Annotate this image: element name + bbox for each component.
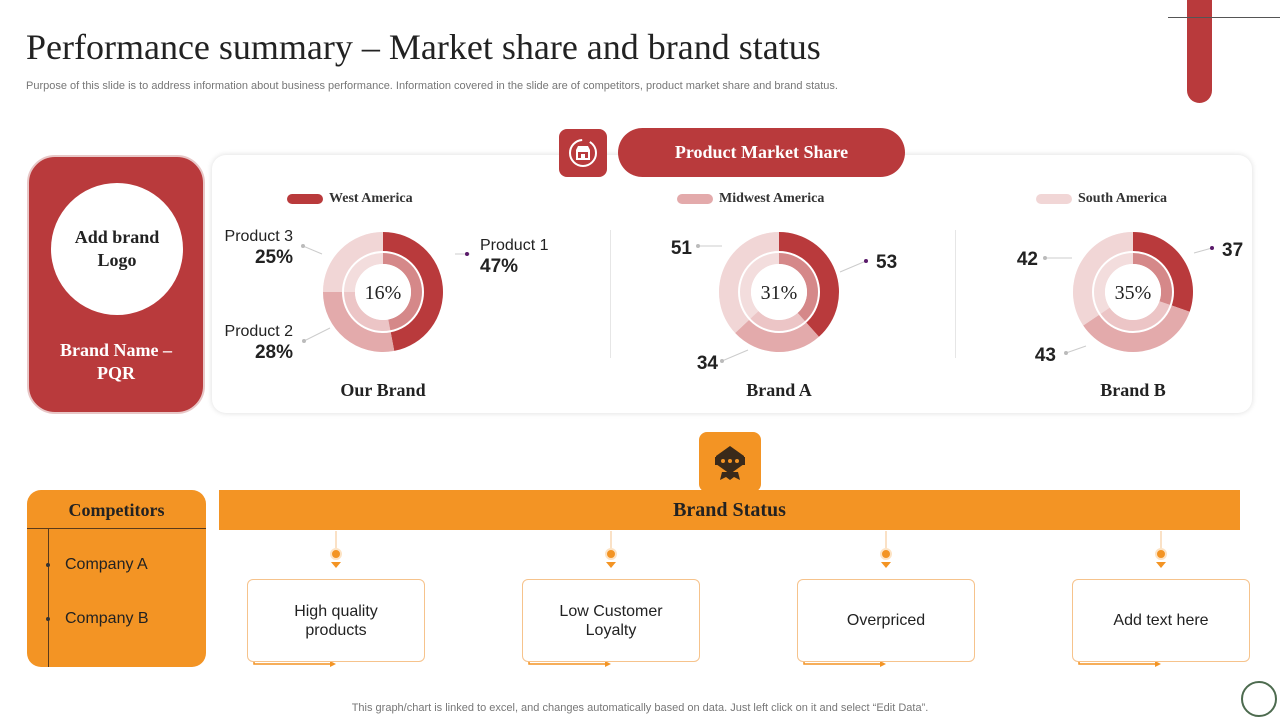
donut-slice-inner — [1092, 252, 1133, 315]
donut-separator — [342, 251, 424, 333]
decorative-line — [1168, 17, 1280, 18]
award-badge-icon — [699, 432, 761, 492]
slice-value-label: 34 — [697, 353, 719, 374]
market-share-title: Product Market Share — [618, 128, 905, 177]
slice-value-label: 25% — [255, 247, 293, 268]
legend-label: West America — [329, 191, 413, 206]
donut-center-label: 16% — [365, 282, 402, 304]
slice-name-label: Product 1 — [480, 237, 549, 254]
store-icon — [559, 129, 607, 177]
corner-decoration — [1241, 681, 1277, 717]
label-dot — [696, 244, 700, 248]
label-dot — [301, 244, 305, 248]
donut-separator — [738, 251, 820, 333]
slice-value-label: 42 — [1017, 249, 1038, 270]
label-dot — [465, 252, 469, 256]
label-leader-line — [721, 349, 749, 362]
brand-status-title: Brand Status — [219, 490, 1240, 530]
label-leader-line — [1065, 345, 1087, 354]
footer-note: This graph/chart is linked to excel, and… — [351, 702, 929, 714]
donut-slice — [719, 232, 779, 333]
brand-status-card[interactable]: Add text here — [1072, 579, 1250, 662]
competitor-item: Company B — [65, 610, 149, 627]
brand-card: Add brand Logo Brand Name – PQR — [27, 155, 205, 414]
label-leader-line — [1193, 247, 1213, 254]
chart-caption-our-brand: Our Brand — [340, 380, 426, 400]
label-dot — [864, 259, 868, 263]
page-title: Performance summary – Market share and b… — [26, 27, 821, 67]
donut-hole — [1105, 264, 1161, 320]
donut-slice — [1083, 305, 1190, 352]
donut-slice-inner — [1133, 252, 1173, 306]
donut-slice-inner — [383, 252, 423, 332]
competitors-timeline — [48, 529, 49, 667]
donut-slice — [383, 232, 444, 351]
donut-slice-inner — [343, 292, 391, 333]
label-leader-line — [302, 245, 323, 255]
legend-label: Midwest America — [719, 191, 825, 206]
donut-slice — [323, 232, 383, 292]
donut-slice-inner — [1099, 301, 1171, 333]
donut-center-label: 35% — [1115, 282, 1152, 304]
donut-hole — [751, 264, 807, 320]
chart-caption-brand-b: Brand B — [1100, 380, 1166, 400]
legend-swatch — [677, 194, 713, 204]
chart-divider — [955, 230, 956, 358]
legend-swatch — [1036, 194, 1072, 204]
legend-swatch — [287, 194, 323, 204]
brand-status-card[interactable]: Low Customer Loyalty — [522, 579, 700, 662]
page-subtitle: Purpose of this slide is to address info… — [26, 80, 838, 92]
slice-value-label: 51 — [671, 238, 693, 259]
bullet-dot — [46, 617, 50, 621]
competitors-divider — [27, 528, 206, 529]
donut-slice — [1133, 232, 1193, 312]
label-dot — [1210, 246, 1214, 250]
donut-slice-inner — [749, 311, 806, 332]
label-dot — [1064, 351, 1068, 355]
bullet-dot — [46, 563, 50, 567]
donut-slice — [779, 232, 840, 337]
donut-hole — [355, 264, 411, 320]
slice-value-label: 53 — [876, 252, 897, 273]
brand-logo-placeholder[interactable]: Add brand Logo — [51, 183, 183, 315]
donut-slice-inner — [738, 252, 779, 320]
label-leader-line — [303, 327, 331, 342]
legend-midwest-america: Midwest America — [677, 191, 824, 207]
donut-slice — [1073, 232, 1133, 326]
slice-value-label: 28% — [255, 342, 293, 363]
slice-name-label: Product 2 — [225, 323, 294, 340]
donut-separator — [1092, 251, 1174, 333]
donut-center-label: 31% — [761, 282, 798, 304]
legend-west-america: West America — [287, 191, 413, 207]
brand-name: Brand Name – PQR — [60, 340, 172, 383]
label-dot — [720, 359, 724, 363]
donut-slice-inner — [343, 252, 383, 292]
brand-status-card[interactable]: High quality products — [247, 579, 425, 662]
donut-slice-inner — [779, 252, 819, 322]
label-dot — [1043, 256, 1047, 260]
label-leader-line — [839, 260, 867, 273]
competitors-title: Competitors — [68, 500, 165, 520]
chart-caption-brand-a: Brand A — [746, 380, 812, 400]
donut-slice — [323, 292, 395, 352]
chart-divider — [610, 230, 611, 358]
label-dot — [302, 339, 306, 343]
brand-status-card[interactable]: Overpriced — [797, 579, 975, 662]
slice-name-label: Product 3 — [225, 228, 294, 245]
competitor-item: Company A — [65, 556, 148, 573]
slice-value-label: 47% — [480, 256, 518, 277]
legend-label: South America — [1078, 191, 1168, 206]
slice-value-label: 43 — [1035, 345, 1056, 366]
competitors-card: Competitors Company A Company B — [27, 490, 206, 667]
legend-south-america: South America — [1036, 191, 1167, 207]
slice-value-label: 37 — [1222, 240, 1243, 261]
